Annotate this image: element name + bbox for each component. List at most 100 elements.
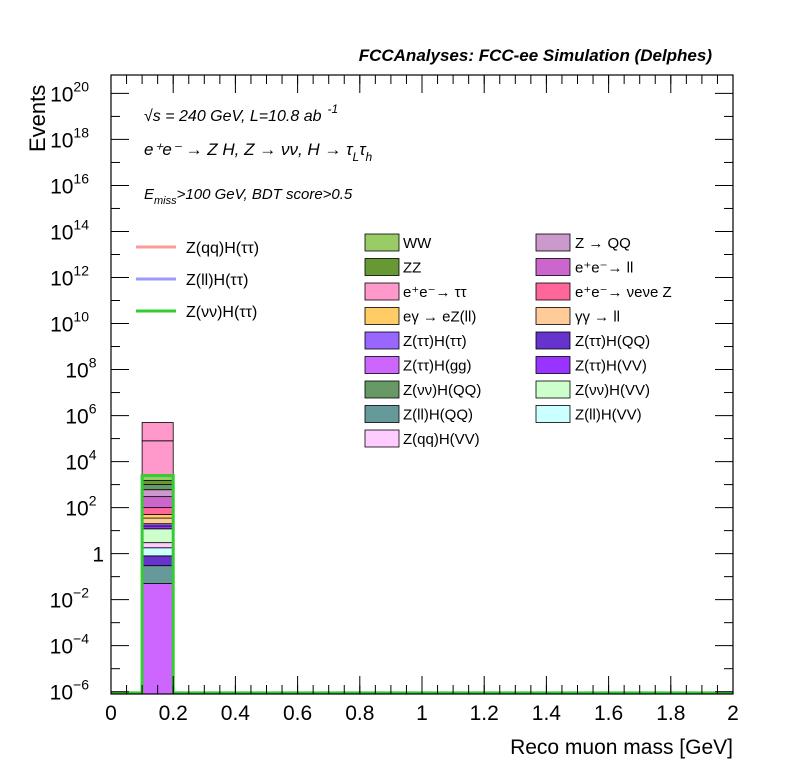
svg-text:Emiss>100 GeV, BDT score>0.5: Emiss>100 GeV, BDT score>0.5 — [144, 186, 353, 207]
legend-col1-label-7: Z(ll)H(QQ) — [403, 407, 473, 424]
x-tick-label: 0.6 — [283, 702, 312, 725]
x-tick-label: 0 — [105, 702, 117, 725]
signal-histograms — [111, 473, 733, 695]
y-tick-label: 1020 — [50, 78, 89, 106]
y-tick-label: 106 — [65, 401, 96, 429]
y-tick-label: 1018 — [50, 124, 89, 152]
legend-col1-swatch-5 — [364, 356, 400, 374]
legend-col1-label-5: Z(ττ)H(gg) — [403, 358, 472, 375]
cut-sub: miss — [154, 195, 177, 207]
process-sub-h: h — [366, 150, 373, 164]
legend-col1-label-8: Z(qq)H(VV) — [403, 431, 480, 448]
bar-segment-13 — [141, 484, 174, 491]
legend-col2-label-5: Z(ττ)H(VV) — [575, 358, 647, 375]
legend-col2-label-4: Z(ττ)H(QQ) — [575, 333, 650, 350]
legend-col1-swatch-3 — [364, 307, 400, 325]
x-tick-label: 1 — [416, 702, 428, 725]
y-tick-label: 10−4 — [50, 631, 90, 659]
legend-col2-swatch-7 — [535, 405, 571, 423]
x-tick-label: 0.4 — [221, 702, 251, 725]
legend-col1-swatch-4 — [364, 331, 400, 350]
process-annotation: e⁺e⁻ → Z H, Z → νν, H → τLτh — [144, 140, 373, 164]
bar-segment-17 — [141, 422, 174, 442]
y-tick-label: 1 — [92, 544, 104, 567]
y-tick-label: 1012 — [50, 262, 89, 290]
bar-segment-4 — [141, 542, 174, 549]
bar-segment-11 — [141, 496, 174, 509]
legend-col2-label-7: Z(ll)H(VV) — [575, 407, 642, 424]
bar-segment-2 — [141, 555, 174, 567]
legend-col1-label-3: eγ → eZ(ll) — [403, 309, 476, 326]
y-axis-label: Events — [25, 85, 50, 152]
bar-segment-3 — [141, 547, 174, 557]
cut-annotation: Emiss>100 GeV, BDT score>0.5 — [144, 186, 353, 207]
energy-sup: -1 — [328, 102, 339, 116]
svg-text:√s = 240 GeV, L=10.8 ab-1: √s = 240 GeV, L=10.8 ab -1 — [144, 102, 338, 125]
energy-annotation: √s = 240 GeV, L=10.8 ab -1 — [144, 102, 338, 125]
legend-col2-swatch-6 — [535, 380, 571, 399]
legend-col1-label-6: Z(νν)H(QQ) — [403, 382, 481, 399]
x-tick-label: 1.8 — [656, 702, 685, 725]
y-tick-label: 108 — [65, 355, 96, 383]
legend-col1-swatch-6 — [364, 380, 400, 399]
process-tau: τ — [359, 140, 367, 159]
bar-segment-0 — [141, 583, 174, 695]
bar-segment-12 — [141, 489, 174, 498]
legend-col1-swatch-2 — [364, 282, 400, 301]
y-tick-label: 102 — [65, 493, 96, 521]
legend-col2-swatch-1 — [535, 258, 571, 276]
legend-col1-label-2: e⁺e⁻→ ττ — [403, 284, 467, 301]
legend-col1-swatch-1 — [364, 258, 400, 276]
legend-col1-label-0: WW — [403, 235, 432, 252]
axes: 0 0.2 0.4 0.6 0.8 1 1.2 1.4 1.6 1.8 210−610−410−21… — [50, 74, 739, 725]
legend-col2-swatch-0 — [535, 233, 571, 252]
legend-col2-swatch-2 — [535, 282, 571, 301]
x-tick-label: 0.8 — [345, 702, 374, 725]
legend-col2-label-3: γγ → ll — [575, 309, 620, 326]
process-text: e⁺e⁻ → Z H, Z → νν, H → τ — [144, 140, 354, 159]
legend-col2-swatch-3 — [535, 307, 571, 325]
y-tick-label: 10−2 — [50, 585, 90, 613]
legend-label-signal-2: Z(νν)H(ττ) — [186, 304, 257, 321]
legend-col1-label-4: Z(ττ)H(ττ) — [403, 333, 467, 350]
process-sub-l: L — [353, 150, 360, 164]
x-axis-label: Reco muon mass [GeV] — [510, 736, 733, 759]
x-tick-label: 2 — [727, 702, 739, 725]
legend-col2-swatch-4 — [535, 331, 571, 350]
legend-col2-label-2: e⁺e⁻→ νeνe Z — [575, 284, 672, 301]
y-tick-label: 1010 — [50, 309, 89, 337]
bar-segment-6 — [141, 525, 174, 530]
y-tick-label: 10−6 — [50, 677, 90, 705]
bar-segment-16 — [141, 440, 174, 476]
legend-col1-swatch-0 — [364, 233, 400, 252]
chart-title: FCCAnalyses: FCC-ee Simulation (Delphes) — [359, 46, 713, 65]
legend-label-signal-0: Z(qq)H(ττ) — [186, 240, 259, 257]
cut-rest: >100 GeV, BDT score>0.5 — [177, 186, 353, 203]
bar-segment-8 — [141, 517, 174, 525]
legend-col2-label-6: Z(νν)H(VV) — [575, 382, 650, 399]
x-tick-label: 1.2 — [470, 702, 499, 725]
legend-col2-label-1: e⁺e⁻→ ll — [575, 260, 633, 277]
y-tick-label: 104 — [65, 447, 96, 475]
stacked-bars — [141, 422, 174, 695]
x-tick-label: 0.2 — [159, 702, 188, 725]
legend-col2-label-0: Z → QQ — [575, 235, 631, 252]
cut-e: E — [144, 186, 155, 203]
legend: Z(qq)H(ττ) Z(ll)H(ττ) Z(νν)H(ττ) WW ZZ e⁺e⁻→ … — [136, 233, 672, 448]
bar-segment-5 — [141, 528, 174, 544]
x-tick-label: 1.6 — [594, 702, 623, 725]
legend-col1-swatch-7 — [364, 405, 400, 423]
bar-segment-14 — [141, 480, 174, 485]
legend-label-signal-1: Z(ll)H(ττ) — [186, 272, 248, 289]
legend-col1-swatch-8 — [364, 429, 400, 448]
x-tick-label: 1.4 — [532, 702, 562, 725]
legend-col1-label-1: ZZ — [403, 260, 421, 277]
energy-text: √s = 240 GeV, L=10.8 ab — [144, 108, 322, 125]
y-tick-label: 1016 — [50, 170, 89, 198]
bar-segment-9 — [141, 514, 174, 519]
bar-segment-1 — [141, 565, 174, 584]
y-tick-label: 1014 — [50, 216, 89, 244]
legend-col2-swatch-5 — [535, 356, 571, 374]
signal-line-znn-htautau — [111, 473, 733, 695]
